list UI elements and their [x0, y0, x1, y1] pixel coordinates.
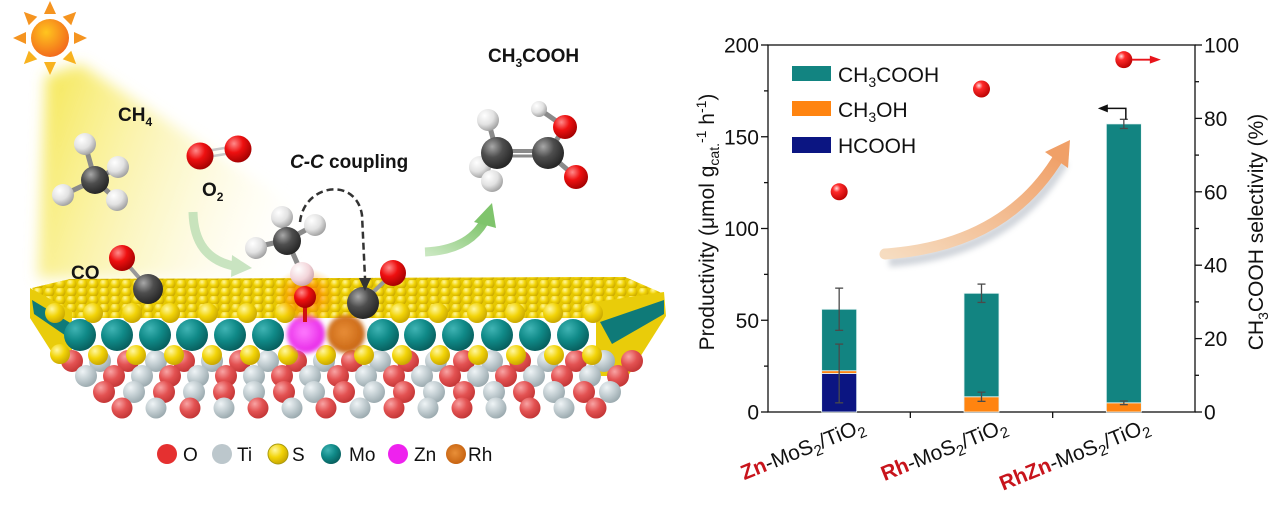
mo-row: [64, 319, 589, 351]
legend-label-o: O: [183, 445, 198, 466]
y2-tick-label: 80: [1204, 108, 1227, 131]
selectivity-point: [830, 183, 848, 201]
legend-swatch-o: [157, 444, 177, 464]
legend-label-ch3cooh: CH3COOH: [838, 64, 939, 90]
y2-tick-label: 40: [1204, 255, 1227, 278]
o2-molecule: [186, 135, 252, 170]
y-axis-title: Productivity (μmol gcat.-1 h-1): [693, 94, 722, 351]
legend-label-ti: Ti: [237, 445, 252, 466]
reaction-arrow: [188, 211, 252, 277]
catalyst-slab: [30, 268, 666, 419]
y2-tick-label: 20: [1204, 328, 1227, 351]
x-category-label: RhZn-MoS2/TiO2: [996, 414, 1154, 499]
tio2-support: [61, 350, 643, 419]
selectivity-point: [1115, 51, 1133, 69]
legend-swatch-rh: [446, 444, 466, 464]
dashed-coupling-arrow: [298, 188, 371, 291]
left-axis-pointer-arrow: [1105, 107, 1127, 120]
light-beam: [38, 64, 345, 278]
methoxy-intermediate: [245, 206, 326, 322]
chart-legend: CH3COOH CH3OH HCOOH: [792, 64, 939, 158]
y-tick-label: 200: [724, 35, 759, 58]
s-row-lower: [50, 344, 602, 365]
y2-tick-label: 0: [1204, 402, 1216, 425]
illustration: CH4 O2 CO C-C coupling CH3COOH: [13, 1, 666, 466]
slab-right-edge: [596, 292, 666, 376]
x-category-label: Zn-MoS2/TiO2: [738, 414, 870, 488]
y-tick-label: 50: [736, 310, 759, 333]
product-label: CH3COOH: [488, 46, 579, 70]
sun-icon: [13, 1, 87, 75]
legend-swatch-ch3oh: [792, 101, 831, 116]
legend-swatch-ch3cooh: [792, 66, 831, 81]
co-label: CO: [71, 263, 100, 284]
ch4-molecule: [52, 133, 129, 211]
ch4-label: CH4: [118, 105, 152, 129]
left-axis-pointer-head: [1097, 104, 1108, 113]
trend-arrow: [879, 140, 1070, 267]
legend-label-zn: Zn: [414, 445, 436, 466]
x-category-label: Rh-MoS2/TiO2: [878, 414, 1012, 489]
legend-label-mo: Mo: [349, 445, 375, 466]
y-tick-label: 0: [747, 402, 759, 425]
legend-label-hcooh: HCOOH: [838, 135, 916, 158]
zn-dopant-atom: [287, 315, 325, 353]
selectivity-point: [973, 80, 990, 98]
o2-label: O2: [202, 180, 224, 204]
rh-dopant-atom: [327, 315, 365, 353]
legend-swatch-ti: [212, 444, 232, 464]
productivity-chart: CH3COOH CH3OH HCOOH Productivity (μmol g…: [693, 35, 1271, 499]
legend-swatch-mo: [321, 444, 341, 464]
co-on-rh: [347, 260, 406, 319]
y-tick-label: 100: [724, 218, 759, 241]
legend-label-ch3oh: CH3OH: [838, 99, 908, 125]
legend-swatch-s: [267, 443, 289, 465]
bar-segment-ch3cooh: [1105, 123, 1142, 404]
legend-swatch-zn: [388, 444, 408, 464]
legend-label-rh: Rh: [468, 445, 492, 466]
reaction-arrow: [424, 203, 496, 257]
bar-segment-ch3cooh: [963, 292, 1000, 398]
cc-coupling-label: C-C coupling: [290, 152, 408, 173]
y2-tick-label: 100: [1204, 35, 1239, 58]
co-molecule: [109, 245, 163, 304]
acetic-acid-molecule: [469, 101, 588, 192]
right-axis-pointer-head: [1149, 55, 1161, 64]
y2-axis-title: CH3COOH selectivity (%): [1245, 114, 1271, 351]
atom-legend: O Ti S Mo Zn Rh: [157, 443, 492, 466]
legend-swatch-hcooh: [792, 137, 831, 153]
y-tick-label: 150: [724, 126, 759, 149]
s-row-upper: [45, 303, 603, 323]
legend-label-s: S: [292, 445, 305, 466]
y2-tick-label: 60: [1204, 181, 1227, 204]
